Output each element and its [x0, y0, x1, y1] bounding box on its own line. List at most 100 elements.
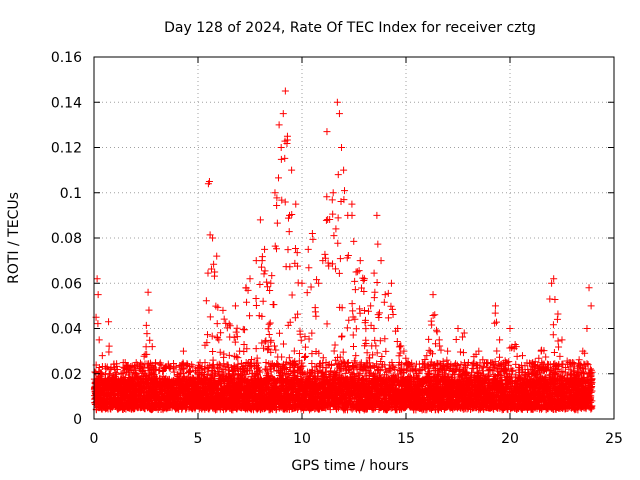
data-point: [277, 155, 285, 163]
data-point: [297, 336, 305, 344]
data-point: [286, 263, 294, 271]
data-point: [351, 286, 359, 294]
data-point: [389, 311, 397, 319]
data-point: [322, 216, 330, 224]
data-point: [252, 345, 260, 353]
data-point: [165, 363, 173, 371]
data-point: [217, 329, 225, 337]
data-point: [335, 269, 343, 277]
data-point: [284, 246, 292, 254]
data-point: [330, 347, 338, 355]
data-point: [352, 325, 360, 333]
data-point: [259, 297, 267, 305]
data-point: [233, 324, 241, 332]
data-point: [302, 352, 310, 360]
data-point: [382, 347, 390, 355]
data-point: [202, 297, 210, 305]
data-point: [256, 281, 264, 289]
data-point: [303, 289, 311, 297]
data-point: [384, 314, 392, 322]
data-point: [350, 237, 358, 245]
data-point: [209, 348, 217, 356]
data-point: [270, 301, 278, 309]
data-point: [142, 321, 150, 329]
data-point: [220, 315, 228, 323]
data-point: [274, 174, 282, 182]
data-point: [206, 313, 214, 321]
data-point: [273, 219, 281, 227]
data-point: [309, 235, 317, 243]
data-point: [339, 348, 347, 356]
data-point: [220, 350, 228, 358]
data-point: [246, 312, 254, 320]
data-point: [146, 336, 154, 344]
data-point: [143, 330, 151, 338]
data-point: [334, 171, 342, 179]
data-point: [397, 342, 405, 350]
data-point: [332, 265, 340, 273]
data-point: [243, 298, 251, 306]
data-point: [312, 312, 320, 320]
data-point: [120, 369, 128, 377]
data-point: [203, 331, 211, 339]
data-point: [253, 354, 261, 362]
data-point: [281, 154, 289, 162]
data-point: [273, 202, 281, 210]
data-point: [301, 353, 309, 361]
data-point: [384, 289, 392, 297]
data-point: [241, 326, 249, 334]
data-point: [258, 263, 266, 271]
data-point: [102, 365, 110, 373]
data-point: [375, 309, 383, 317]
data-point: [331, 341, 339, 349]
data-point: [328, 196, 336, 204]
data-point: [143, 350, 151, 358]
data-point: [349, 307, 357, 315]
data-point: [308, 359, 316, 367]
data-point: [260, 270, 268, 278]
data-point: [293, 249, 301, 257]
data-point: [378, 353, 386, 361]
data-point: [252, 295, 260, 303]
data-point: [265, 320, 273, 328]
data-point: [267, 336, 275, 344]
data-point: [234, 354, 242, 362]
data-point: [268, 272, 276, 280]
data-point: [271, 342, 279, 350]
data-point: [307, 283, 315, 291]
data-point: [279, 340, 287, 348]
data-point: [91, 368, 99, 376]
data-point: [157, 361, 165, 369]
data-point: [329, 210, 337, 218]
data-point: [275, 329, 283, 337]
data-point: [334, 214, 342, 222]
data-point: [285, 228, 293, 236]
data-point: [107, 364, 115, 372]
data-point: [145, 306, 153, 314]
data-point: [281, 198, 289, 206]
data-point: [308, 329, 316, 337]
data-point: [351, 277, 359, 285]
data-point: [387, 302, 395, 310]
data-point: [285, 354, 293, 362]
data-point: [213, 320, 221, 328]
data-point: [260, 344, 268, 352]
data-point: [105, 342, 113, 350]
data-point: [105, 348, 113, 356]
data-point: [371, 288, 379, 296]
data-point: [278, 353, 286, 361]
data-point: [332, 225, 340, 233]
data-point: [204, 269, 212, 277]
data-point: [323, 193, 331, 201]
data-point: [323, 320, 331, 328]
data-point: [338, 332, 346, 340]
data-point: [305, 264, 313, 272]
data-point: [343, 324, 351, 332]
data-point: [345, 316, 353, 324]
data-point: [261, 267, 269, 275]
data-point: [208, 332, 216, 340]
data-point: [373, 278, 381, 286]
data-point: [265, 330, 273, 338]
data-points-layer: [90, 87, 596, 414]
